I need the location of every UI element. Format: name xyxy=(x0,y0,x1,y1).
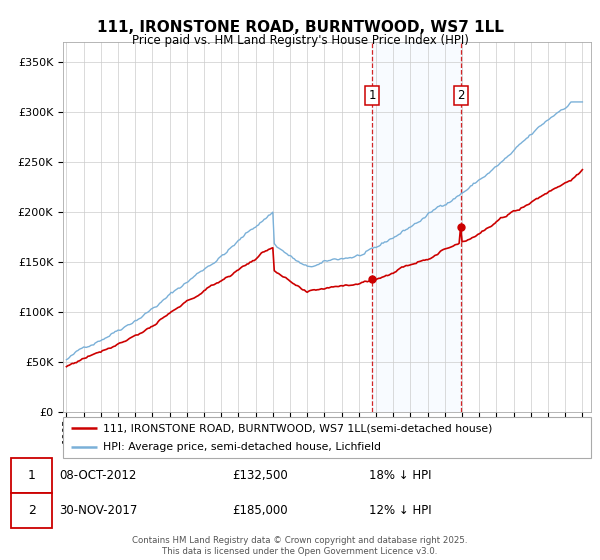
Text: 2: 2 xyxy=(28,504,35,517)
Text: 30-NOV-2017: 30-NOV-2017 xyxy=(59,504,137,517)
Text: 111, IRONSTONE ROAD, BURNTWOOD, WS7 1LL: 111, IRONSTONE ROAD, BURNTWOOD, WS7 1LL xyxy=(97,20,503,35)
Text: HPI: Average price, semi-detached house, Lichfield: HPI: Average price, semi-detached house,… xyxy=(103,442,380,452)
Text: £185,000: £185,000 xyxy=(232,504,287,517)
FancyBboxPatch shape xyxy=(11,458,52,493)
Bar xyxy=(372,42,461,412)
Text: 12% ↓ HPI: 12% ↓ HPI xyxy=(369,504,432,517)
Text: 1: 1 xyxy=(28,469,35,482)
Text: 08-OCT-2012: 08-OCT-2012 xyxy=(60,469,137,482)
Text: £132,500: £132,500 xyxy=(232,469,287,482)
Text: Price paid vs. HM Land Registry's House Price Index (HPI): Price paid vs. HM Land Registry's House … xyxy=(131,34,469,46)
Text: 2: 2 xyxy=(457,89,464,102)
FancyBboxPatch shape xyxy=(63,417,591,458)
Text: 18% ↓ HPI: 18% ↓ HPI xyxy=(369,469,431,482)
Text: Contains HM Land Registry data © Crown copyright and database right 2025.
This d: Contains HM Land Registry data © Crown c… xyxy=(132,536,468,556)
FancyBboxPatch shape xyxy=(11,493,52,528)
Text: 111, IRONSTONE ROAD, BURNTWOOD, WS7 1LL(semi-detached house): 111, IRONSTONE ROAD, BURNTWOOD, WS7 1LL(… xyxy=(103,423,492,433)
Text: 1: 1 xyxy=(368,89,376,102)
